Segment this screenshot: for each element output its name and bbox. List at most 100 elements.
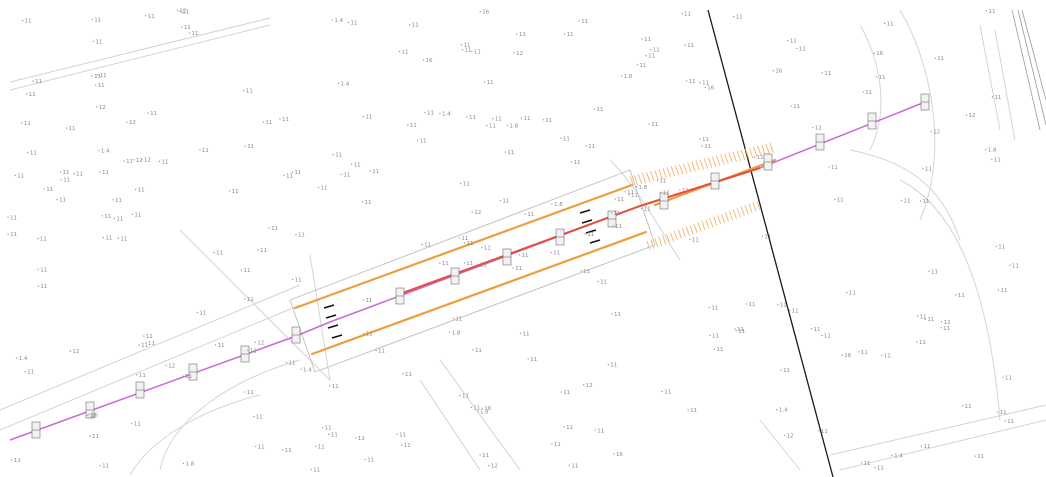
elevation-point: 11: [91, 18, 101, 24]
station-marker[interactable]: [920, 93, 930, 111]
hatch-stroke: [654, 237, 659, 248]
station-marker[interactable]: [395, 287, 405, 305]
elevation-dot: [291, 171, 294, 173]
elevation-point: 16: [704, 86, 715, 92]
elevation-point: 11: [463, 261, 473, 267]
elevation-point: 11: [874, 466, 884, 472]
station-marker[interactable]: [555, 228, 565, 246]
station-marker[interactable]: [710, 172, 720, 190]
elevation-label: 11: [295, 277, 302, 283]
elevation-label: 11: [462, 394, 469, 400]
elevation-dot: [328, 433, 330, 436]
elevation-dot: [930, 130, 932, 133]
elevation-dot: [459, 394, 461, 397]
elevation-point: 11: [645, 54, 655, 60]
station-marker[interactable]: [85, 401, 95, 419]
station-marker[interactable]: [763, 153, 773, 171]
elevation-label: 11: [923, 444, 930, 450]
elevation-point: 11: [928, 269, 938, 275]
station-marker[interactable]: [659, 192, 669, 210]
elevation-dot: [1004, 420, 1006, 422]
hatch-stroke: [761, 144, 766, 156]
elevation-point: 11: [158, 159, 169, 165]
elevation-point: 11: [340, 172, 350, 178]
elevation-point: 11: [628, 193, 638, 199]
hatch-stroke: [691, 161, 696, 172]
station-marker[interactable]: [502, 248, 512, 266]
elevation-label: 1.4: [894, 453, 903, 459]
elevation-dot: [858, 351, 860, 353]
station-marker[interactable]: [291, 326, 301, 344]
elevation-point: 11: [27, 151, 37, 157]
elevation-dot: [340, 173, 343, 176]
station-marker[interactable]: [607, 210, 617, 228]
elevation-point: 12: [812, 126, 822, 132]
elevation-point: 11: [584, 232, 594, 238]
elevation-dot: [787, 39, 789, 42]
station-marker[interactable]: [867, 112, 877, 130]
elevation-point: 1.4: [439, 111, 451, 117]
terrain-lines: [0, 9, 1046, 476]
elevation-label: 11: [286, 173, 293, 179]
elevation-dot: [283, 174, 285, 177]
hatch-stroke: [677, 229, 682, 239]
elevation-point: 11: [997, 288, 1008, 294]
station-marker[interactable]: [450, 267, 460, 285]
elevation-dot: [477, 410, 479, 412]
elevation-point: 11: [780, 368, 790, 374]
elevation-dot: [636, 64, 639, 66]
elevation-point: 11: [56, 198, 66, 204]
elevation-label: 11: [116, 217, 123, 223]
elevation-dot: [56, 198, 58, 201]
elevation-dot: [934, 57, 936, 59]
elevation-label: 11: [738, 329, 745, 335]
elevation-dot: [488, 464, 490, 467]
elevation-label: 11: [105, 236, 112, 242]
elevation-point: 1.8: [635, 185, 648, 191]
elevation-point: 16: [422, 58, 433, 64]
elevation-dot: [43, 188, 45, 190]
station-marker[interactable]: [31, 421, 41, 439]
elevation-label: 11: [184, 25, 191, 31]
elevation-point: 11: [317, 186, 328, 192]
hatch-stroke: [637, 173, 643, 185]
elevation-point: 11: [113, 217, 123, 223]
hatch-stroke: [678, 164, 684, 175]
elevation-label: 16: [616, 452, 623, 458]
elevation-label: 11: [115, 198, 122, 204]
elevation-point: 11: [362, 332, 373, 338]
elevation-dot: [699, 138, 701, 140]
station-marker[interactable]: [135, 381, 145, 399]
elevation-point: 1.4: [776, 408, 788, 414]
station-marker[interactable]: [240, 345, 250, 363]
elevation-label: 11: [614, 312, 621, 318]
elevation-dot: [176, 9, 179, 12]
elevation-dot: [614, 198, 616, 200]
elevation-dot: [612, 225, 614, 227]
elevation-label: 11: [530, 357, 537, 363]
elevation-dot: [995, 245, 997, 248]
elevation-point: 11: [329, 384, 339, 390]
elevation-dot: [355, 437, 357, 439]
elevation-dot: [650, 49, 652, 51]
elevation-dot: [96, 74, 99, 76]
elevation-label: 11: [644, 206, 651, 212]
elevation-dot: [681, 12, 683, 15]
elevation-dot: [761, 235, 764, 238]
station-marker[interactable]: [815, 133, 825, 151]
elevation-dot: [228, 190, 231, 192]
station-marker[interactable]: [188, 363, 198, 381]
elevation-dot: [60, 179, 62, 181]
elevation-point: 11: [578, 19, 588, 25]
bridge-centerline: [399, 167, 761, 295]
elevation-dot: [99, 171, 101, 173]
elevation-point: 11: [102, 236, 112, 242]
elevation-label: 11: [927, 317, 934, 323]
elevation-dot: [282, 449, 284, 451]
elevation-label: 11: [464, 48, 471, 54]
elevation-dot: [551, 443, 553, 445]
elevation-label: 11: [790, 39, 797, 45]
hatch-stroke: [724, 153, 729, 164]
